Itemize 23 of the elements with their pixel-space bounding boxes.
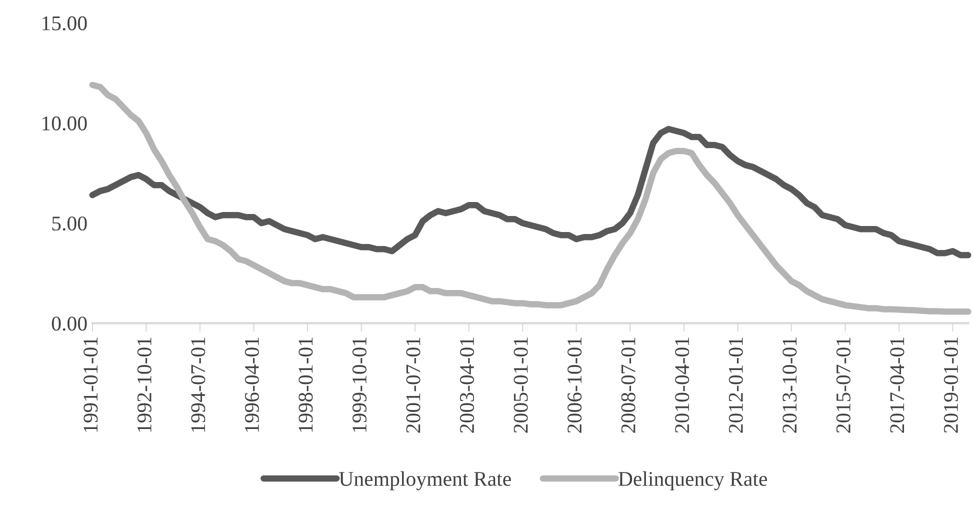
legend-label: Delinquency Rate [618,471,768,490]
x-tick-label: 1994-07-01 [191,338,206,432]
x-tick-label: 2008-07-01 [621,338,636,433]
x-tick-label: 2015-07-01 [836,338,850,433]
x-tick-label: 1998-01-01 [298,338,313,432]
x-tick-label: 2019-01-01 [944,338,958,433]
x-tick-label: 1992-10-01 [137,338,152,432]
y-tick-label: 10.00 [42,116,87,131]
y-tick-label: 5.00 [52,216,87,231]
x-tick-label: 1991-01-01 [84,338,98,432]
x-tick-label: 2010-04-01 [675,338,690,433]
x-tick-label: 2003-04-01 [460,338,474,433]
x-tick-label: 2001-07-01 [406,338,420,433]
x-tick-label: 2017-04-01 [890,338,904,433]
x-tick-label: 2012-01-01 [728,338,743,433]
y-tick-label: 0.00 [52,316,87,331]
legend-label: Unemployment Rate [339,471,511,490]
x-tick-label: 2006-10-01 [568,338,582,433]
x-tick-label: 2005-01-01 [514,338,528,433]
y-tick-label: 15.00 [42,16,87,30]
x-tick-label: 2013-10-01 [782,338,797,433]
x-tick-label: 1999-10-01 [352,338,367,432]
x-tick-label: 1996-04-01 [244,338,259,432]
